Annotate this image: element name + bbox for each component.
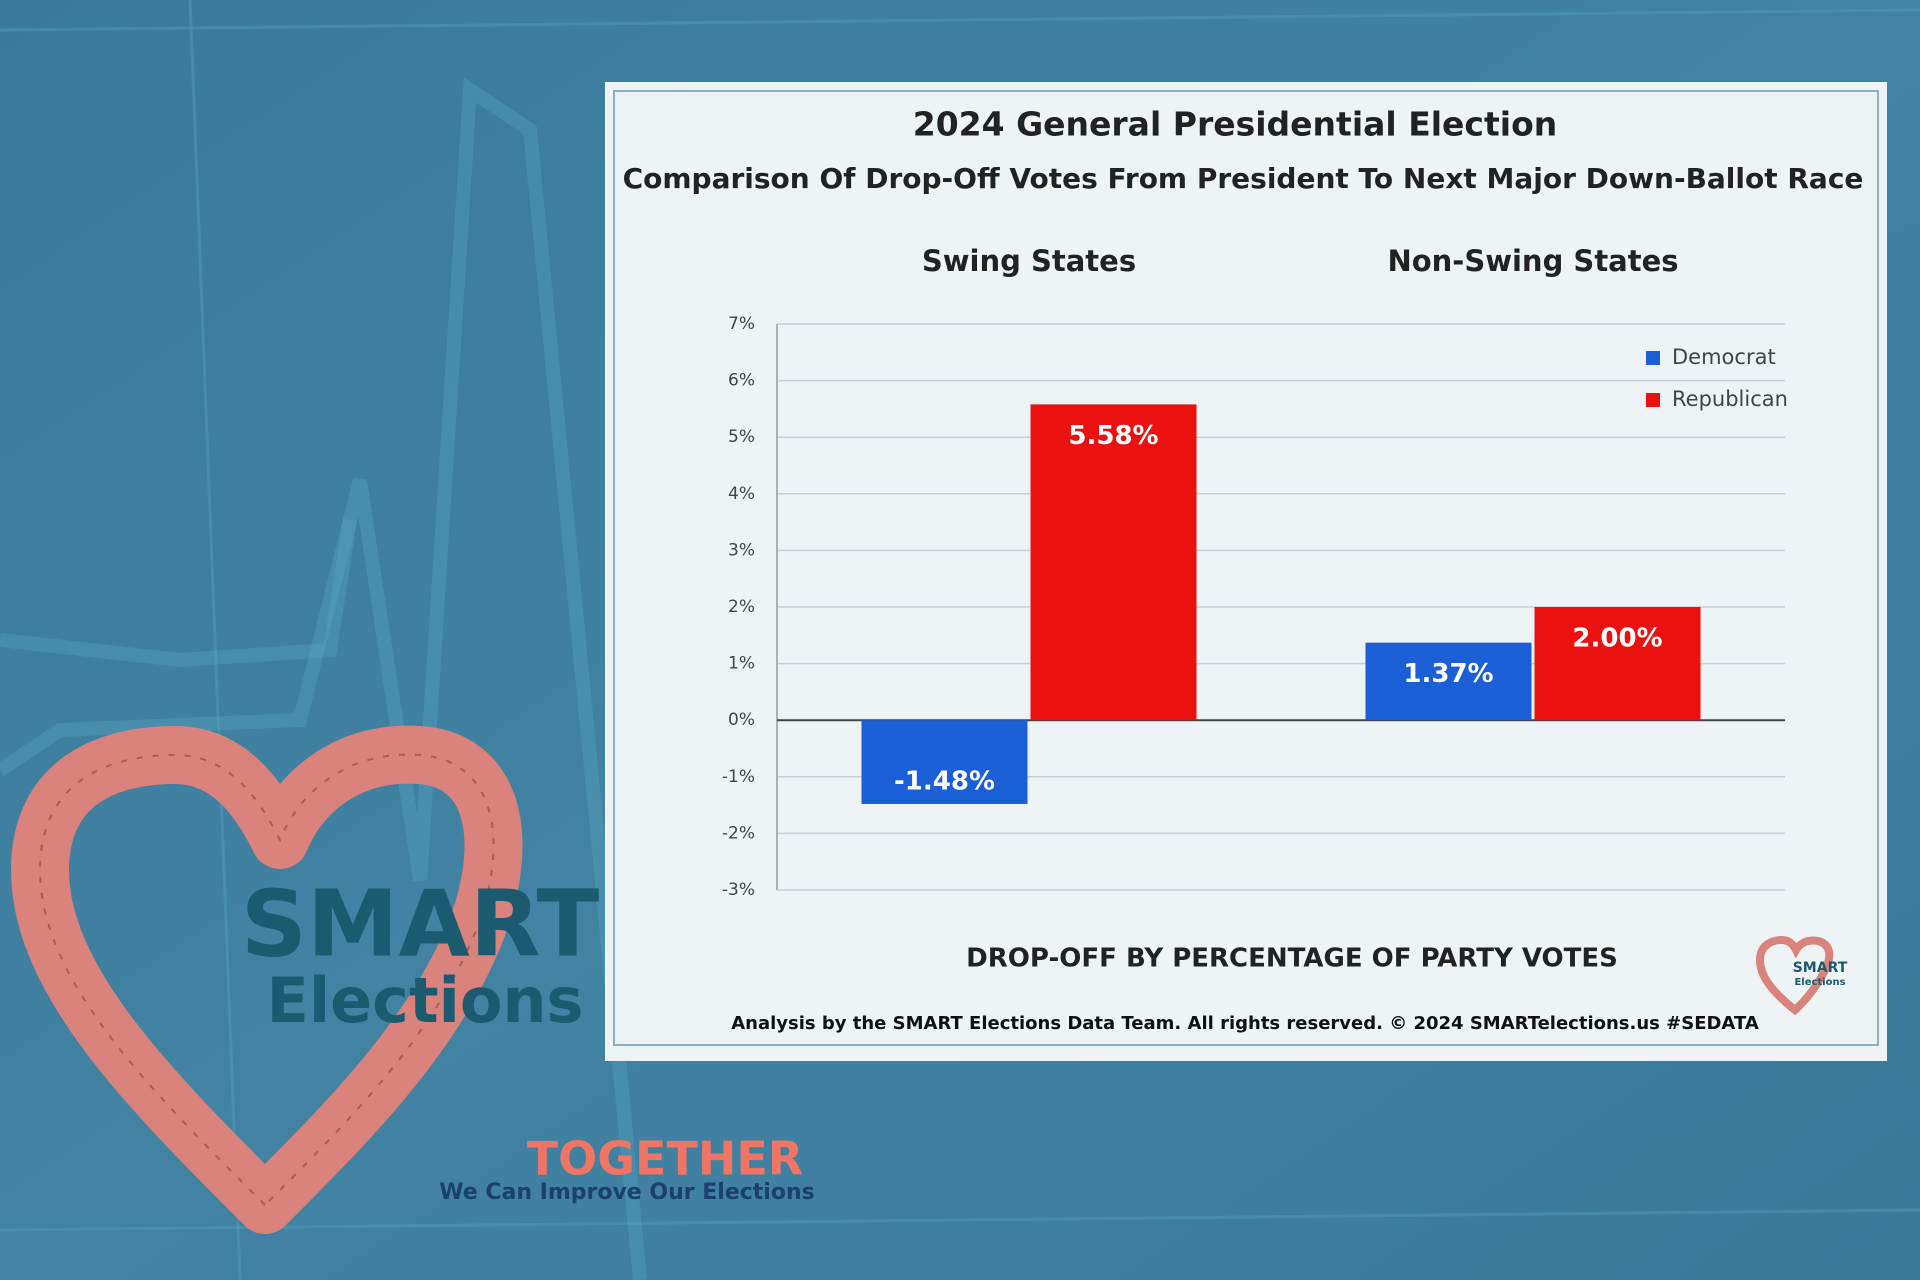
legend-label: Republican	[1672, 387, 1788, 411]
y-tick-label: -2%	[722, 823, 755, 843]
y-tick-label: 1%	[728, 654, 755, 674]
y-tick-label: -3%	[722, 880, 755, 900]
y-tick-label: 5%	[728, 427, 755, 447]
tagline-title: TOGETHER	[527, 1132, 803, 1186]
logo-line2: Elections	[267, 964, 584, 1037]
value-label: 5.58%	[1068, 421, 1158, 451]
y-tick-label: 7%	[728, 314, 755, 334]
tagline: We Can Improve Our Elections	[439, 1180, 814, 1205]
legend-swatch	[1646, 351, 1660, 365]
y-tick-label: 0%	[728, 710, 755, 730]
footer: Analysis by the SMART Elections Data Tea…	[731, 1013, 1759, 1034]
small-logo-line2: Elections	[1794, 977, 1845, 988]
y-tick-label: 3%	[728, 540, 755, 560]
category-label: Non-Swing States	[1387, 244, 1678, 278]
value-label: -1.48%	[894, 766, 995, 796]
small-logo-line1: SMART	[1793, 960, 1848, 976]
heart-logo: SMART Elections TOGETHER We Can Improve …	[11, 725, 815, 1234]
y-tick-label: 2%	[728, 597, 755, 617]
x-axis-label: DROP-OFF BY PERCENTAGE OF PARTY VOTES	[966, 944, 1618, 974]
bar	[1365, 642, 1532, 721]
value-label: 1.37%	[1403, 659, 1493, 689]
value-label: 2.00%	[1572, 624, 1662, 654]
y-tick-label: 6%	[728, 371, 755, 391]
chart-title: 2024 General Presidential Election	[913, 105, 1558, 144]
bar	[861, 720, 1028, 804]
y-tick-label: -1%	[722, 767, 755, 787]
category-label: Swing States	[922, 244, 1136, 278]
bar	[1534, 607, 1701, 721]
y-tick-label: 4%	[728, 484, 755, 504]
bar	[1030, 404, 1197, 721]
chart-panel	[605, 82, 1887, 1061]
chart-subtitle: Comparison Of Drop-Off Votes From Presid…	[623, 162, 1864, 195]
chart-border	[613, 90, 1879, 1046]
logo-line1: SMART	[241, 870, 600, 977]
small-logo: SMART Elections	[1755, 935, 1848, 1016]
legend-swatch	[1646, 393, 1660, 407]
legend-label: Democrat	[1672, 345, 1776, 369]
